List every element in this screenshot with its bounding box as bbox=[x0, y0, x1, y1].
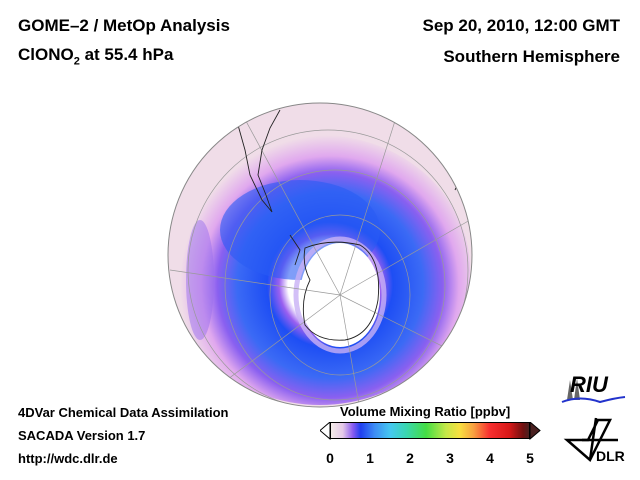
colorbar-tick: 5 bbox=[526, 450, 534, 466]
colorbar-tick: 0 bbox=[326, 450, 334, 466]
species: ClONO bbox=[18, 45, 74, 64]
footer-line2: SACADA Version 1.7 bbox=[18, 428, 146, 443]
species-subscript: 2 bbox=[73, 55, 80, 68]
title-line1: GOME–2 / MetOp Analysis bbox=[18, 16, 230, 35]
globe-outline bbox=[167, 102, 473, 408]
title-species-level: ClONO2 at 55.4 hPa bbox=[18, 45, 173, 67]
footer-url: http://wdc.dlr.de bbox=[18, 451, 118, 466]
colorbar-tick: 1 bbox=[366, 450, 374, 466]
dlr-logo bbox=[563, 417, 618, 463]
colorbar bbox=[330, 422, 530, 439]
colorbar-tick: 4 bbox=[486, 450, 494, 466]
colorbar-tick: 3 bbox=[446, 450, 454, 466]
colorbar-max-arrow bbox=[529, 422, 541, 440]
region: Southern Hemisphere bbox=[443, 47, 620, 66]
colorbar-tick: 2 bbox=[406, 450, 414, 466]
footer-line1: 4DVar Chemical Data Assimilation bbox=[18, 405, 229, 420]
graticule bbox=[169, 104, 471, 407]
date-time: Sep 20, 2010, 12:00 GMT bbox=[422, 16, 621, 35]
pressure-level: at 55.4 hPa bbox=[79, 45, 174, 64]
colorbar-label: Volume Mixing Ratio [ppbv] bbox=[340, 404, 511, 419]
riu-logo bbox=[561, 378, 626, 404]
colorbar-min-arrow bbox=[320, 422, 331, 440]
dlr-logo-text: DLR bbox=[596, 448, 625, 464]
riu-logo-text: RIU bbox=[570, 372, 608, 397]
